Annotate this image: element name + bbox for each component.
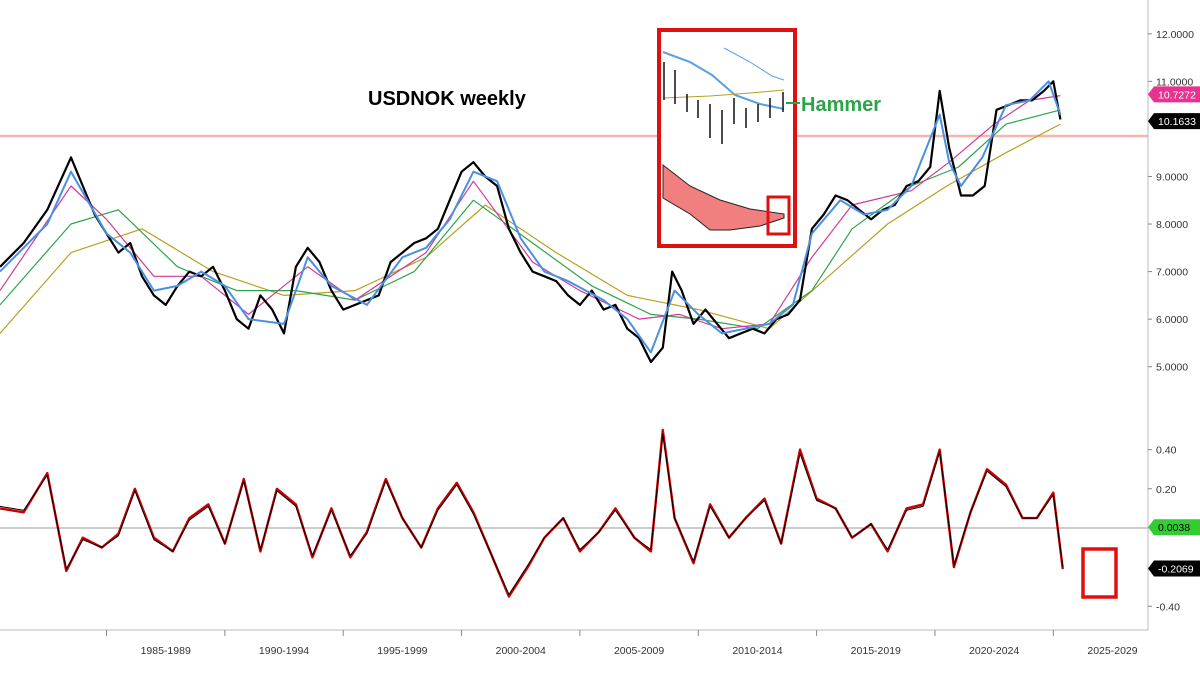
x-tick-label: 2025-2029 <box>1087 645 1137 657</box>
oscillator-axis-tick-label: 0.20 <box>1156 484 1177 496</box>
hammer-annotation: Hammer <box>786 94 881 116</box>
price-panel: USDNOK weekly <box>0 80 1148 364</box>
oscillator-series-group <box>0 428 1064 598</box>
inset-highlight-box <box>766 195 791 236</box>
price-axis-tick-label: 7.0000 <box>1156 267 1188 279</box>
x-tick-label: 2000-2004 <box>496 645 546 657</box>
x-axis: 1985-1989 1990-1994 1995-1999 2000-2004 2005… <box>0 629 1148 657</box>
x-tick-label: 1990-1994 <box>259 645 309 657</box>
oscillator-line-1 <box>0 433 1064 595</box>
x-tick-label: 2020-2024 <box>969 645 1019 657</box>
last-value-badge <box>1148 113 1200 130</box>
price-axis-tick-label: 11.0000 <box>1156 76 1193 88</box>
last-value-badge <box>1148 519 1200 536</box>
inset-zoom <box>657 28 797 248</box>
oscillator-panel <box>0 428 1148 598</box>
x-axis-ticks: 1985-1989 1990-1994 1995-1999 2000-2004 2005… <box>106 630 1138 657</box>
last-value-badge-label: -0.2069 <box>1158 563 1194 575</box>
hammer-label: Hammer <box>801 94 881 116</box>
last-value-badge <box>1148 86 1200 103</box>
price-axis-tick-label: 5.0000 <box>1156 362 1188 374</box>
oscillator-axis-tick-label: 0.40 <box>1156 445 1177 457</box>
oscillator-axis-ticks: 0.40 0.20 -0.40 <box>1148 445 1180 613</box>
last-value-badge <box>1148 560 1200 577</box>
price-axis-tick-label: 6.0000 <box>1156 314 1188 326</box>
x-tick-label: 1995-1999 <box>377 645 427 657</box>
x-tick-label: 2005-2009 <box>614 645 664 657</box>
last-value-badge-label: 0.0038 <box>1158 522 1190 534</box>
x-tick-label: 2015-2019 <box>851 645 901 657</box>
x-tick-label: 2010-2014 <box>732 645 782 657</box>
moving-average-line-4 <box>0 123 1061 334</box>
inset-oscillator-area <box>662 163 785 231</box>
inset-ma-line-1 <box>662 51 785 110</box>
last-value-badge-label: 10.7272 <box>1158 89 1196 101</box>
last-value-badge-label: 10.1633 <box>1158 116 1196 128</box>
price-series-group <box>0 80 1062 364</box>
price-axis-tick-label: 12.0000 <box>1156 29 1194 41</box>
moving-average-line-1 <box>0 80 1062 354</box>
oscillator-highlight-box <box>1081 547 1118 599</box>
oscillator-axis-tick-label: -0.40 <box>1156 601 1180 613</box>
x-tick-label: 1985-1989 <box>141 645 191 657</box>
inset-ma-line-2 <box>723 47 785 81</box>
inset-weekly-bars <box>663 62 784 144</box>
chart-title: USDNOK weekly <box>368 88 527 110</box>
last-value-badges: 10.7272 10.1633 0.0038 -0.2069 <box>1148 86 1200 577</box>
price-axis-tick-label: 8.0000 <box>1156 219 1188 231</box>
price-axis-tick-label: 9.0000 <box>1156 171 1188 183</box>
right-axis: 5.0000 6.0000 7.0000 8.0000 9.0000 11.0000 12.… <box>1147 0 1200 630</box>
price-axis-ticks: 5.0000 6.0000 7.0000 8.0000 9.0000 11.0000 12.… <box>1148 29 1194 374</box>
